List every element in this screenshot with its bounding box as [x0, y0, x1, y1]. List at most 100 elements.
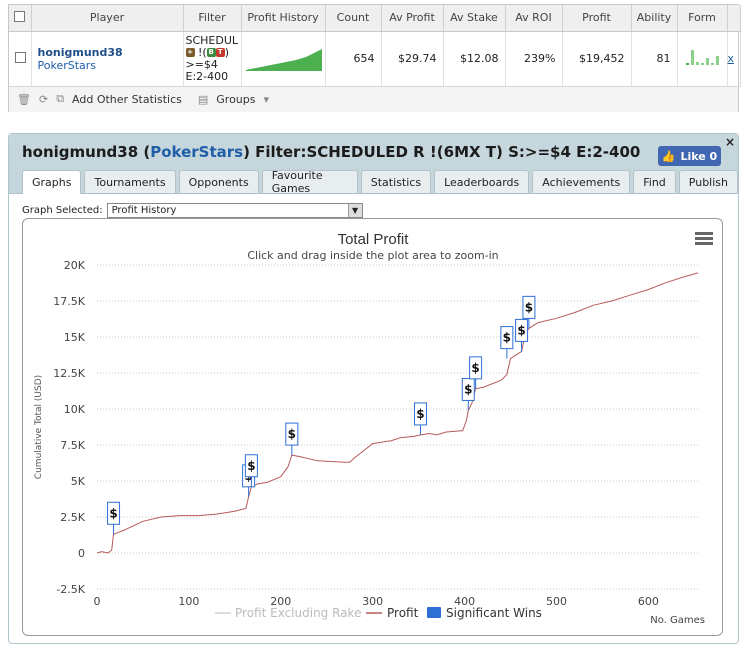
y-tick-label: 15K: [64, 331, 86, 344]
av-profit-cell: $29.74: [381, 31, 444, 87]
significant-win-flag: [522, 295, 536, 319]
y-tick-label: 2.5K: [60, 511, 85, 524]
groups-icon[interactable]: ▤: [197, 92, 209, 106]
col-header-av-roi[interactable]: Av ROI: [505, 5, 563, 32]
graph-selected-label: Graph Selected:: [22, 205, 103, 216]
player-name[interactable]: honigmund38: [37, 45, 123, 59]
groups-dropdown[interactable]: Groups: [216, 92, 256, 106]
chart-subtitle: Click and drag inside the plot area to z…: [247, 249, 498, 262]
refresh-icon[interactable]: ⟳: [38, 92, 49, 106]
dollar-icon: $: [471, 361, 479, 375]
results-footer: 🗑 ⟳ ⧉ Add Other Statistics ▤ Groups ▾: [9, 86, 738, 112]
av-stake-cell: $12.08: [443, 31, 506, 87]
table-header-row: Player Filter Profit History Count Av Pr…: [9, 5, 741, 32]
series-profit-line: [96, 272, 699, 554]
thumbs-up-icon: 👍: [661, 149, 676, 163]
significant-win-flag: [107, 501, 121, 525]
col-header-av-stake[interactable]: Av Stake: [443, 5, 506, 32]
facebook-like-button[interactable]: 👍 Like 0: [658, 146, 721, 166]
y-axis-label: Cumulative Total (USD): [34, 375, 44, 479]
x-tick-label: 600: [638, 595, 659, 608]
row-checkbox[interactable]: [15, 51, 26, 63]
y-tick-label: 7.5K: [60, 439, 85, 452]
significant-win-flag: [500, 326, 514, 350]
select-all-checkbox[interactable]: [14, 10, 26, 22]
x-tick-label: 200: [270, 595, 291, 608]
tab-opponents[interactable]: Opponents: [178, 170, 259, 193]
close-icon[interactable]: ×: [725, 135, 736, 149]
chart-container[interactable]: Total Profit Click and drag inside the pl…: [22, 218, 723, 636]
add-other-statistics-button[interactable]: Add Other Statistics: [72, 92, 182, 106]
legend-profit: Profit: [387, 606, 419, 620]
tab-achievements[interactable]: Achievements: [532, 170, 631, 193]
trash-icon[interactable]: 🗑: [17, 92, 31, 106]
profit-cell: $19,452: [562, 31, 632, 87]
sparkline-chart: [245, 49, 322, 71]
y-tick-label: -2.5K: [56, 583, 85, 596]
panel-site-link[interactable]: PokerStars: [150, 143, 244, 161]
y-tick-label: 20K: [64, 259, 86, 272]
count-cell: 654: [325, 31, 382, 87]
filter-line: + !(B T): [185, 45, 229, 59]
col-header-profit[interactable]: Profit: [562, 5, 632, 32]
significant-win-flag: [515, 318, 529, 342]
filter-cell: SCHEDUL + !(B T) >=$4 E:2-400: [183, 31, 242, 87]
form-chart: [685, 50, 719, 65]
dollar-icon: $: [416, 407, 424, 421]
significant-win-flag: [461, 377, 475, 401]
chevron-down-icon[interactable]: ▾: [263, 92, 270, 106]
chevron-down-icon[interactable]: ▼: [347, 204, 362, 217]
add-stats-icon[interactable]: ⧉: [56, 92, 65, 105]
col-header-profit-history[interactable]: Profit History: [241, 5, 326, 32]
dollar-icon: $: [109, 506, 117, 520]
remove-row-link[interactable]: x: [727, 52, 735, 65]
tab-find[interactable]: Find: [633, 170, 676, 193]
significant-win-flag: [469, 356, 483, 380]
form-cell[interactable]: [677, 31, 728, 87]
filter-tag-icon: B: [206, 48, 216, 57]
select-all-checkbox-cell[interactable]: [9, 5, 32, 32]
x-tick-label: 400: [454, 595, 475, 608]
player-panel: honigmund38 (PokerStars) Filter:SCHEDULE…: [8, 133, 739, 644]
dollar-icon: $: [288, 427, 296, 441]
x-tick-label: 300: [362, 595, 383, 608]
x-tick-label: 500: [546, 595, 567, 608]
dollar-icon: $: [517, 323, 525, 337]
dollar-icon: $: [247, 459, 255, 473]
x-axis-label: No. Games: [650, 615, 705, 626]
legend-significant-swatch: [427, 607, 441, 618]
menu-icon[interactable]: [695, 232, 713, 246]
col-header-av-profit[interactable]: Av Profit: [381, 5, 444, 32]
panel-title: honigmund38 (PokerStars) Filter:SCHEDULE…: [22, 143, 641, 161]
col-header-filter[interactable]: Filter: [183, 5, 242, 32]
graph-select[interactable]: Profit History ▼: [106, 203, 363, 218]
player-site[interactable]: PokerStars: [37, 58, 97, 72]
col-header-player[interactable]: Player: [31, 5, 184, 32]
panel-header: honigmund38 (PokerStars) Filter:SCHEDULE…: [9, 134, 738, 195]
table-row: honigmund38 PokerStars SCHEDUL + !(B T) >…: [9, 31, 741, 87]
col-header-ability[interactable]: Ability: [631, 5, 678, 32]
col-header-form[interactable]: Form: [677, 5, 728, 32]
tab-favourite-games[interactable]: Favourite Games: [261, 169, 358, 195]
tab-leaderboards[interactable]: Leaderboards: [434, 170, 530, 193]
col-header-count[interactable]: Count: [325, 5, 382, 32]
filter-line: SCHEDUL: [185, 33, 239, 47]
x-tick-label: 0: [94, 595, 101, 608]
y-tick-label: 17.5K: [53, 295, 85, 308]
plus-icon: +: [185, 48, 195, 57]
tab-bar: Graphs Tournaments Opponents Favourite G…: [22, 169, 738, 195]
y-tick-label: 5K: [71, 475, 86, 488]
graph-selector-row: Graph Selected: Profit History ▼: [22, 203, 363, 218]
legend-significant-wins: Significant Wins: [446, 606, 542, 620]
x-tick-label: 100: [178, 595, 199, 608]
tab-statistics[interactable]: Statistics: [360, 170, 432, 193]
tab-graphs[interactable]: Graphs: [22, 170, 82, 194]
tab-publish[interactable]: Publish: [678, 170, 738, 193]
dollar-icon: $: [464, 382, 472, 396]
tab-tournaments[interactable]: Tournaments: [84, 170, 176, 193]
results-table: Player Filter Profit History Count Av Pr…: [8, 4, 741, 112]
profit-history-sparkline[interactable]: [241, 31, 326, 87]
significant-win-flag: [244, 454, 258, 478]
av-roi-cell: 239%: [505, 31, 563, 87]
